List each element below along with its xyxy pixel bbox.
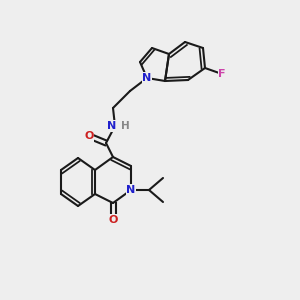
Text: N: N xyxy=(142,73,152,83)
Text: F: F xyxy=(218,69,226,79)
Text: N: N xyxy=(107,121,117,131)
Text: N: N xyxy=(126,185,136,195)
Text: H: H xyxy=(121,121,130,131)
Text: O: O xyxy=(84,131,94,141)
Text: O: O xyxy=(108,215,118,225)
